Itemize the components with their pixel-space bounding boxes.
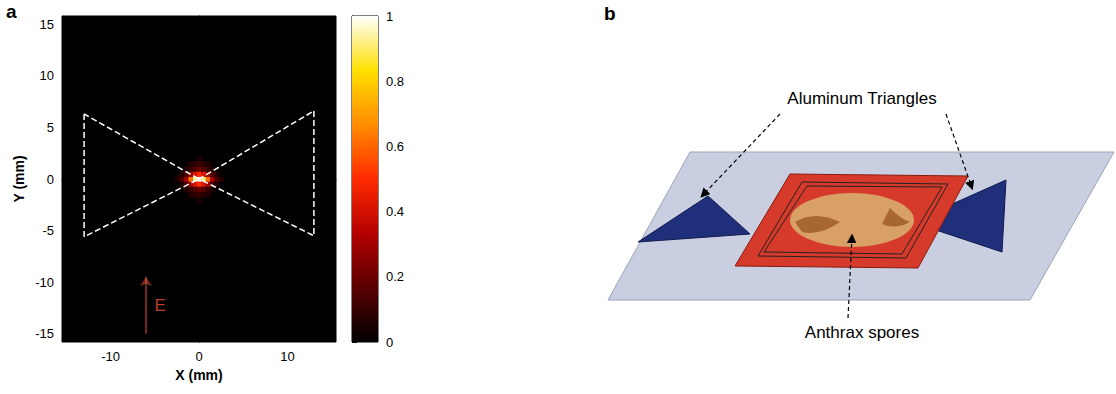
svg-text:10: 10 <box>280 349 294 364</box>
svg-text:-5: -5 <box>42 223 54 238</box>
svg-text:0.4: 0.4 <box>386 204 404 219</box>
svg-text:-15: -15 <box>35 326 54 341</box>
svg-text:5: 5 <box>47 120 54 135</box>
svg-text:0.8: 0.8 <box>386 74 404 89</box>
svg-text:E: E <box>154 296 165 315</box>
svg-text:X (mm): X (mm) <box>175 367 222 383</box>
svg-text:0: 0 <box>386 335 393 350</box>
svg-text:-10: -10 <box>101 349 120 364</box>
svg-text:b: b <box>604 3 616 24</box>
svg-text:a: a <box>6 1 17 22</box>
svg-text:Y (mm): Y (mm) <box>11 155 27 202</box>
svg-text:10: 10 <box>40 68 54 83</box>
svg-text:1: 1 <box>386 9 393 24</box>
svg-text:0: 0 <box>195 349 202 364</box>
svg-text:Anthrax spores: Anthrax spores <box>805 323 919 342</box>
svg-text:-10: -10 <box>35 275 54 290</box>
svg-text:Aluminum Triangles: Aluminum Triangles <box>787 89 936 108</box>
svg-text:0: 0 <box>47 172 54 187</box>
svg-text:0.2: 0.2 <box>386 269 404 284</box>
svg-text:15: 15 <box>40 17 54 32</box>
svg-text:0.6: 0.6 <box>386 139 404 154</box>
